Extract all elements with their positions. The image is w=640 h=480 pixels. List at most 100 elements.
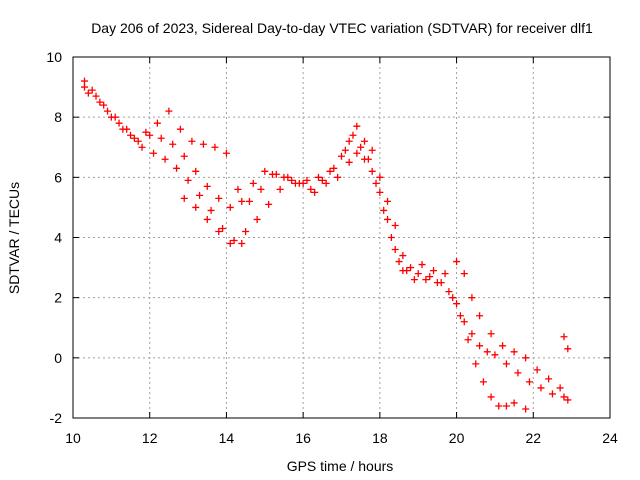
x-axis-title: GPS time / hours (287, 458, 394, 474)
data-point (261, 167, 269, 175)
data-point (537, 384, 545, 392)
y-tick-label: 2 (54, 290, 62, 306)
data-point (372, 179, 380, 187)
data-point (491, 351, 499, 359)
data-point (146, 131, 154, 139)
data-point (445, 288, 453, 296)
data-point (556, 384, 564, 392)
data-point (276, 185, 284, 193)
data-point (253, 215, 261, 223)
data-point (487, 393, 495, 401)
data-point (268, 170, 276, 178)
data-point (107, 113, 115, 121)
data-point (215, 194, 223, 202)
data-point (280, 173, 288, 181)
data-point (288, 176, 296, 184)
data-point (127, 131, 135, 139)
data-point (311, 188, 319, 196)
x-tick-label: 14 (219, 430, 235, 446)
x-tick-label: 10 (65, 430, 81, 446)
y-tick-label: 8 (54, 109, 62, 125)
data-point (199, 140, 207, 148)
data-point (157, 134, 165, 142)
data-point (460, 318, 468, 326)
data-point (230, 237, 238, 245)
data-point (560, 393, 568, 401)
data-point (242, 227, 250, 235)
data-point (192, 167, 200, 175)
series-track-d (180, 194, 246, 248)
data-point (138, 143, 146, 151)
data-point (165, 107, 173, 115)
x-tick-label: 20 (449, 430, 465, 446)
data-point (184, 176, 192, 184)
data-point (430, 267, 438, 275)
data-point (426, 273, 434, 281)
data-point (234, 185, 242, 193)
data-point (441, 270, 449, 278)
data-point (219, 224, 227, 232)
data-point (560, 333, 568, 341)
grid-layer (73, 57, 610, 418)
data-point (502, 402, 510, 410)
data-point (257, 185, 265, 193)
data-point (564, 345, 572, 353)
x-tick-label: 22 (525, 430, 541, 446)
data-point (150, 149, 158, 157)
data-point (357, 143, 365, 151)
data-point (399, 267, 407, 275)
data-point (514, 369, 522, 377)
data-point (226, 240, 234, 248)
data-point (502, 360, 510, 368)
data-point (265, 200, 273, 208)
data-point (487, 330, 495, 338)
data-point (548, 390, 556, 398)
data-point (353, 149, 361, 157)
data-point (410, 276, 418, 284)
data-point (476, 312, 484, 320)
data-point (330, 164, 338, 172)
data-point (368, 167, 376, 175)
data-point (211, 143, 219, 151)
data-point (188, 137, 196, 145)
data-point (522, 354, 530, 362)
data-point (226, 203, 234, 211)
data-point (180, 152, 188, 160)
data-point (326, 167, 334, 175)
chart-title: Day 206 of 2023, Sidereal Day-to-day VTE… (91, 20, 593, 36)
data-point (361, 137, 369, 145)
y-tick-label: 6 (54, 169, 62, 185)
data-point (525, 378, 533, 386)
data-point (368, 146, 376, 154)
y-tick-label: 10 (46, 49, 62, 65)
y-tick-label: 4 (54, 230, 62, 246)
data-point (453, 300, 461, 308)
data-point (173, 164, 181, 172)
data-point (142, 128, 150, 136)
data-point (376, 173, 384, 181)
data-points-layer (81, 77, 572, 413)
data-point (361, 155, 369, 163)
data-point (104, 107, 112, 115)
data-point (115, 119, 123, 127)
data-point (380, 206, 388, 214)
data-point (314, 173, 322, 181)
data-point (81, 77, 89, 85)
data-point (564, 396, 572, 404)
x-tick-label: 16 (295, 430, 311, 446)
data-point (203, 215, 211, 223)
y-tick-label: 0 (54, 350, 62, 366)
series-track-a (81, 77, 530, 413)
data-point (245, 197, 253, 205)
data-point (307, 185, 315, 193)
data-point (349, 131, 357, 139)
data-point (533, 366, 541, 374)
data-point (433, 279, 441, 287)
data-point (545, 375, 553, 383)
data-point (92, 92, 100, 100)
series-track-e (560, 333, 572, 353)
data-point (249, 179, 257, 187)
data-point (422, 276, 430, 284)
